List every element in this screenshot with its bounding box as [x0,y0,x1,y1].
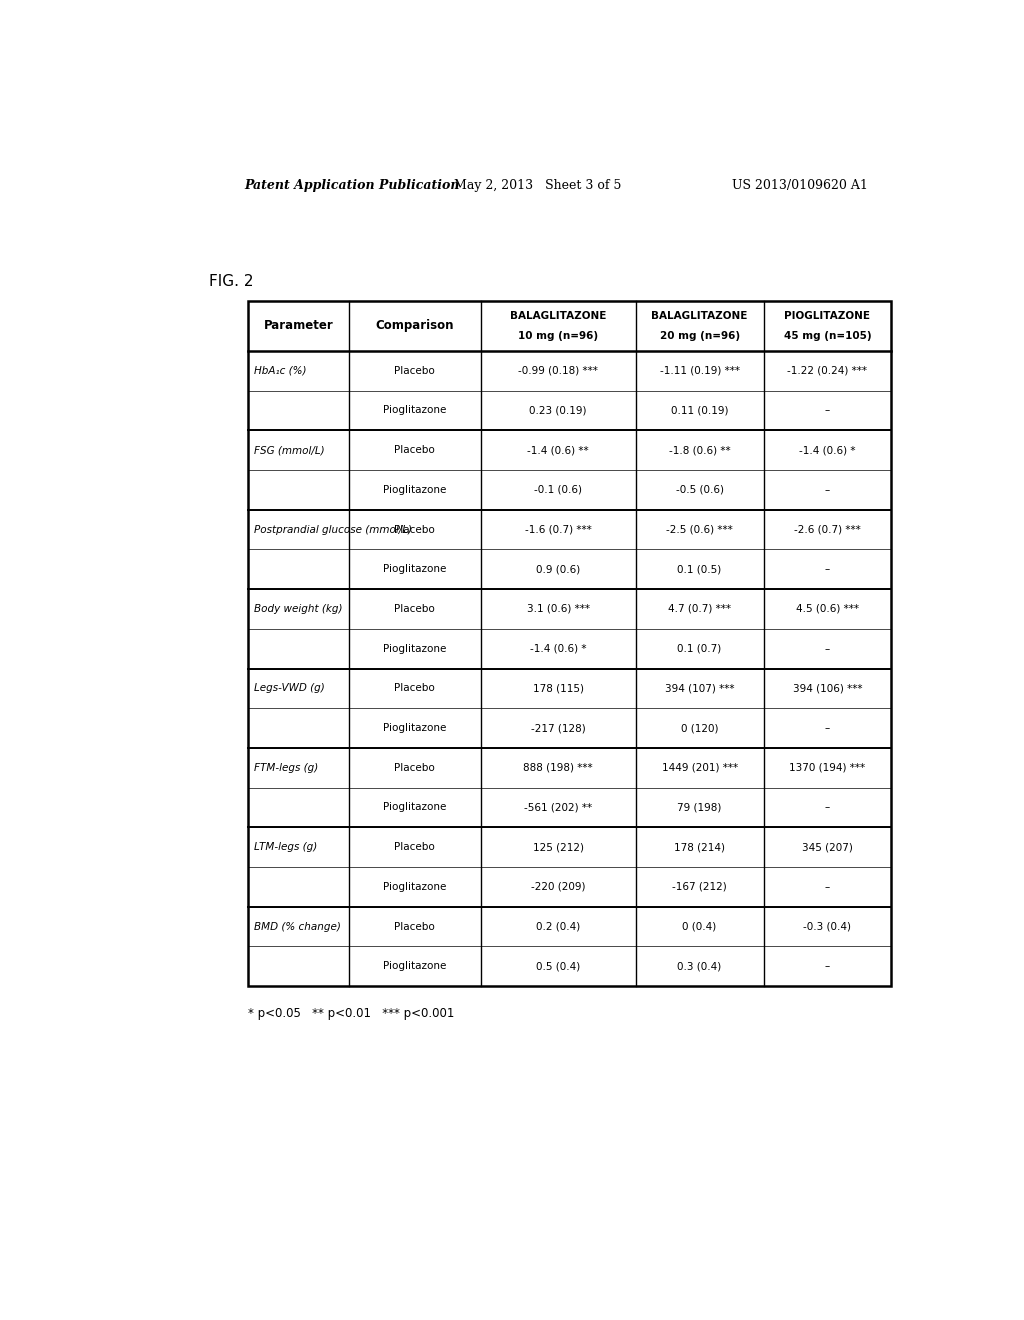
Text: 178 (115): 178 (115) [532,684,584,693]
Text: 0.1 (0.7): 0.1 (0.7) [678,644,722,653]
Text: –: – [824,644,830,653]
Text: Body weight (kg): Body weight (kg) [254,605,342,614]
Text: -0.3 (0.4): -0.3 (0.4) [804,921,851,932]
Text: 178 (214): 178 (214) [674,842,725,853]
Text: Pioglitazone: Pioglitazone [383,961,446,972]
Text: 0 (120): 0 (120) [681,723,718,733]
Text: BALAGLITAZONE: BALAGLITAZONE [651,312,748,321]
Text: 394 (106) ***: 394 (106) *** [793,684,862,693]
Text: Pioglitazone: Pioglitazone [383,882,446,892]
Text: May 2, 2013   Sheet 3 of 5: May 2, 2013 Sheet 3 of 5 [454,178,621,191]
Text: BMD (% change): BMD (% change) [254,921,340,932]
Text: Pioglitazone: Pioglitazone [383,564,446,574]
Text: –: – [824,564,830,574]
Text: * p<0.05   ** p<0.01   *** p<0.001: * p<0.05 ** p<0.01 *** p<0.001 [248,1007,455,1019]
Text: 0 (0.4): 0 (0.4) [682,921,717,932]
Text: –: – [824,405,830,416]
Text: -1.6 (0.7) ***: -1.6 (0.7) *** [524,524,592,535]
Text: 10 mg (n=96): 10 mg (n=96) [518,331,598,341]
Text: -1.4 (0.6) *: -1.4 (0.6) * [799,445,856,455]
Text: -561 (202) **: -561 (202) ** [524,803,592,813]
Text: FSG (mmol/L): FSG (mmol/L) [254,445,325,455]
Text: 4.7 (0.7) ***: 4.7 (0.7) *** [668,605,731,614]
Text: Pioglitazone: Pioglitazone [383,644,446,653]
Text: 345 (207): 345 (207) [802,842,853,853]
Text: 888 (198) ***: 888 (198) *** [523,763,593,772]
Text: Patent Application Publication: Patent Application Publication [245,178,460,191]
Text: Placebo: Placebo [394,605,435,614]
Text: Pioglitazone: Pioglitazone [383,803,446,813]
Text: 394 (107) ***: 394 (107) *** [665,684,734,693]
Text: -1.22 (0.24) ***: -1.22 (0.24) *** [787,366,867,376]
Text: –: – [824,882,830,892]
Text: Parameter: Parameter [263,319,334,333]
Text: -0.99 (0.18) ***: -0.99 (0.18) *** [518,366,598,376]
Text: Pioglitazone: Pioglitazone [383,405,446,416]
Text: 1449 (201) ***: 1449 (201) *** [662,763,737,772]
Text: 79 (198): 79 (198) [677,803,722,813]
Text: 0.2 (0.4): 0.2 (0.4) [536,921,581,932]
Text: -1.8 (0.6) **: -1.8 (0.6) ** [669,445,730,455]
Text: -217 (128): -217 (128) [530,723,586,733]
Text: 0.9 (0.6): 0.9 (0.6) [536,564,581,574]
Text: BALAGLITAZONE: BALAGLITAZONE [510,312,606,321]
Text: -1.11 (0.19) ***: -1.11 (0.19) *** [659,366,739,376]
Text: Pioglitazone: Pioglitazone [383,484,446,495]
Text: PIOGLITAZONE: PIOGLITAZONE [784,312,870,321]
Text: -167 (212): -167 (212) [672,882,727,892]
Text: 20 mg (n=96): 20 mg (n=96) [659,331,739,341]
Text: 0.1 (0.5): 0.1 (0.5) [678,564,722,574]
Text: 3.1 (0.6) ***: 3.1 (0.6) *** [526,605,590,614]
Text: 45 mg (n=105): 45 mg (n=105) [783,331,871,341]
Bar [248,301,891,986]
Text: Placebo: Placebo [394,524,435,535]
Text: –: – [824,484,830,495]
Text: Pioglitazone: Pioglitazone [383,723,446,733]
Text: FTM-legs (g): FTM-legs (g) [254,763,317,772]
Text: Comparison: Comparison [376,319,454,333]
Text: -1.4 (0.6) *: -1.4 (0.6) * [529,644,587,653]
Text: 4.5 (0.6) ***: 4.5 (0.6) *** [796,605,859,614]
Text: LTM-legs (g): LTM-legs (g) [254,842,316,853]
Text: -0.1 (0.6): -0.1 (0.6) [535,484,582,495]
Text: Placebo: Placebo [394,445,435,455]
Text: -220 (209): -220 (209) [530,882,586,892]
Text: Postprandial glucose (mmol/L): Postprandial glucose (mmol/L) [254,524,412,535]
Text: FIG. 2: FIG. 2 [209,275,254,289]
Text: 0.23 (0.19): 0.23 (0.19) [529,405,587,416]
Text: –: – [824,961,830,972]
Text: –: – [824,803,830,813]
Text: 0.3 (0.4): 0.3 (0.4) [678,961,722,972]
Text: Legs-VWD (g): Legs-VWD (g) [254,684,325,693]
Text: Placebo: Placebo [394,921,435,932]
Text: -0.5 (0.6): -0.5 (0.6) [676,484,724,495]
Text: –: – [824,723,830,733]
Text: 0.5 (0.4): 0.5 (0.4) [536,961,581,972]
Text: -2.5 (0.6) ***: -2.5 (0.6) *** [667,524,733,535]
Text: Placebo: Placebo [394,763,435,772]
Text: Placebo: Placebo [394,366,435,376]
Text: -1.4 (0.6) **: -1.4 (0.6) ** [527,445,589,455]
Text: HbA₁c (%): HbA₁c (%) [254,366,306,376]
Text: Placebo: Placebo [394,684,435,693]
Text: -2.6 (0.7) ***: -2.6 (0.7) *** [794,524,861,535]
Text: 0.11 (0.19): 0.11 (0.19) [671,405,728,416]
Text: 1370 (194) ***: 1370 (194) *** [790,763,865,772]
Text: US 2013/0109620 A1: US 2013/0109620 A1 [732,178,868,191]
Text: Placebo: Placebo [394,842,435,853]
Text: 125 (212): 125 (212) [532,842,584,853]
